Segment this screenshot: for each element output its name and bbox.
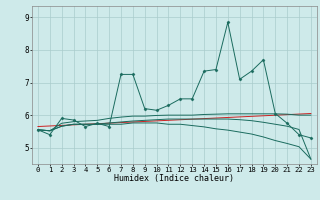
X-axis label: Humidex (Indice chaleur): Humidex (Indice chaleur) <box>115 174 234 183</box>
